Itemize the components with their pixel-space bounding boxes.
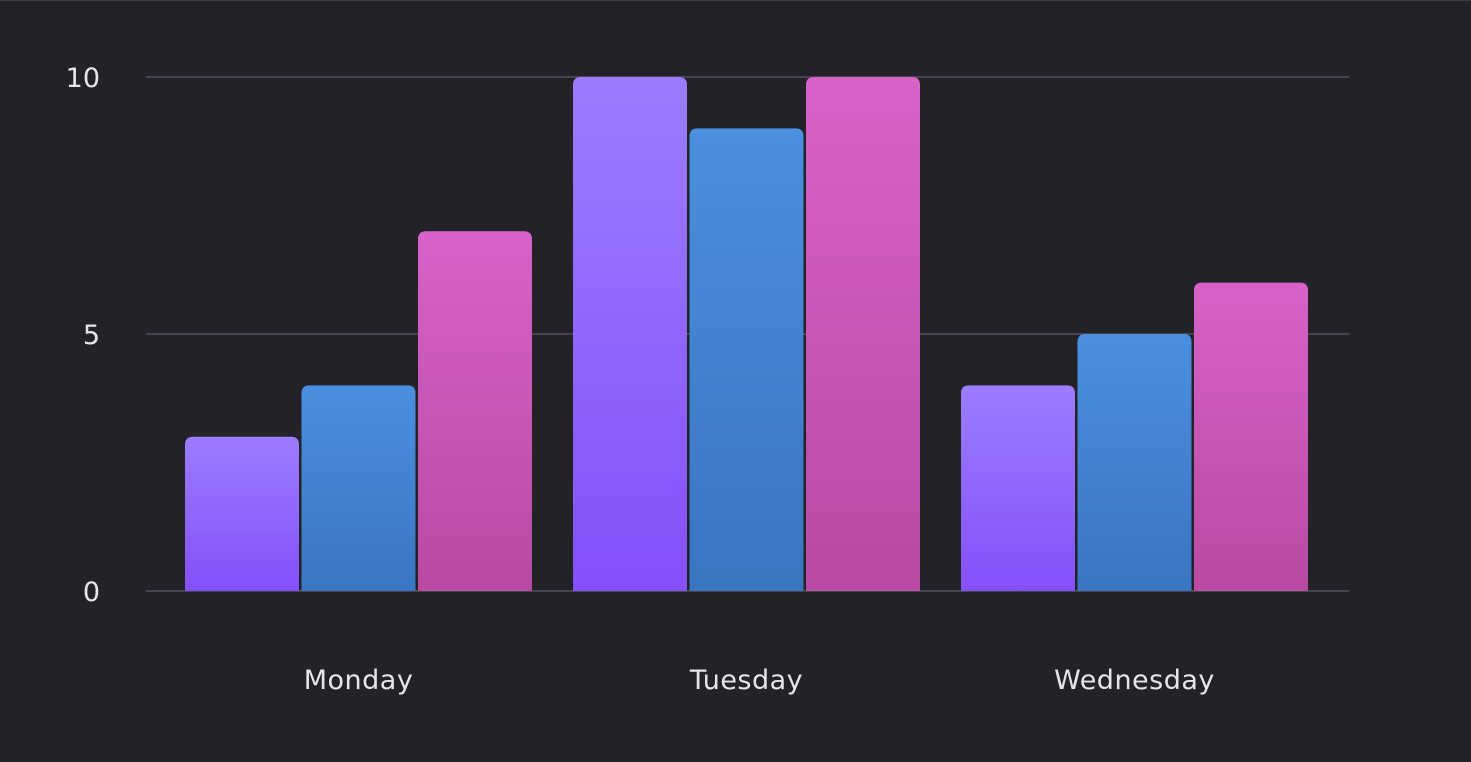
x-axis-ticks: Monday Tuesday Wednesday xyxy=(304,665,1215,696)
x-tick-label-tuesday: Tuesday xyxy=(689,665,803,696)
y-tick-label: 0 xyxy=(83,577,100,608)
bar-wednesday-series-2 xyxy=(1077,334,1192,591)
bar-tuesday-series-1 xyxy=(573,77,687,591)
bar-monday-series-3 xyxy=(418,231,532,591)
y-tick-label: 10 xyxy=(66,63,100,94)
bar-monday-series-2 xyxy=(301,385,416,591)
bars xyxy=(185,77,1308,591)
x-tick-label-monday: Monday xyxy=(304,665,414,696)
bar-wednesday-series-3 xyxy=(1194,282,1308,591)
bar-monday-series-1 xyxy=(185,436,299,591)
x-tick-label-wednesday: Wednesday xyxy=(1054,665,1215,696)
bar-wednesday-series-1 xyxy=(961,385,1075,591)
y-tick-label: 5 xyxy=(83,320,100,351)
bar-tuesday-series-3 xyxy=(806,77,920,591)
bar-tuesday-series-2 xyxy=(689,128,804,591)
y-axis-ticks: 0 5 10 xyxy=(66,63,100,608)
